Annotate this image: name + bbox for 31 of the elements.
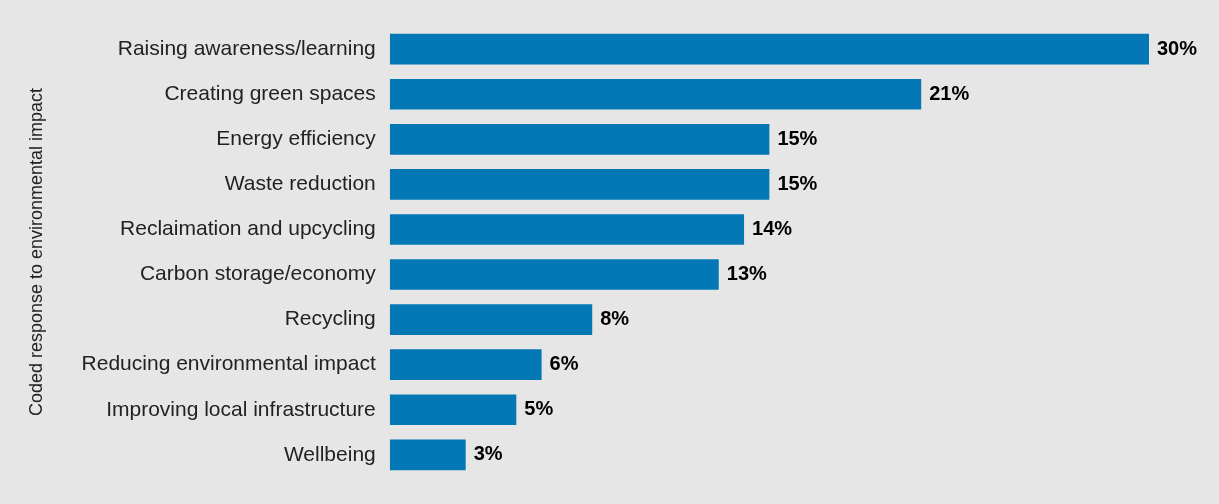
bar [389,349,542,381]
data-label: 3% [473,442,503,465]
data-label: 6% [549,352,579,375]
bar [389,78,922,110]
y-axis-title: Coded response to environmental impact [25,87,46,417]
data-label: 5% [524,397,554,420]
y-tick-label: Improving local infrastructure [106,396,376,420]
data-label: 14% [752,216,793,239]
y-tick-label: Energy efficiency [216,126,377,150]
y-tick-label: Raising awareness/learning [117,35,376,59]
y-tick-label: Creating green spaces [164,81,376,105]
y-tick-label: Reclaimation and upcycling [120,216,376,240]
data-label: 15% [777,171,818,194]
bar [389,304,593,335]
data-label: 13% [726,262,768,285]
y-tick-label: Wellbeing [283,441,376,465]
data-label: 30% [1157,36,1198,59]
bar [389,123,770,155]
bar [389,33,1149,65]
bar [389,259,719,290]
data-label: 8% [600,307,630,330]
data-label: 15% [777,126,818,149]
bar [389,394,517,426]
y-tick-label: Recycling [284,306,376,330]
bar [389,439,466,471]
bar [389,214,745,245]
y-tick-label: Carbon storage/economy [139,261,377,285]
data-label: 21% [929,81,970,104]
y-tick-label: Waste reduction [224,171,376,195]
y-tick-label: Reducing environmental impact [81,351,376,375]
bar [389,169,770,200]
